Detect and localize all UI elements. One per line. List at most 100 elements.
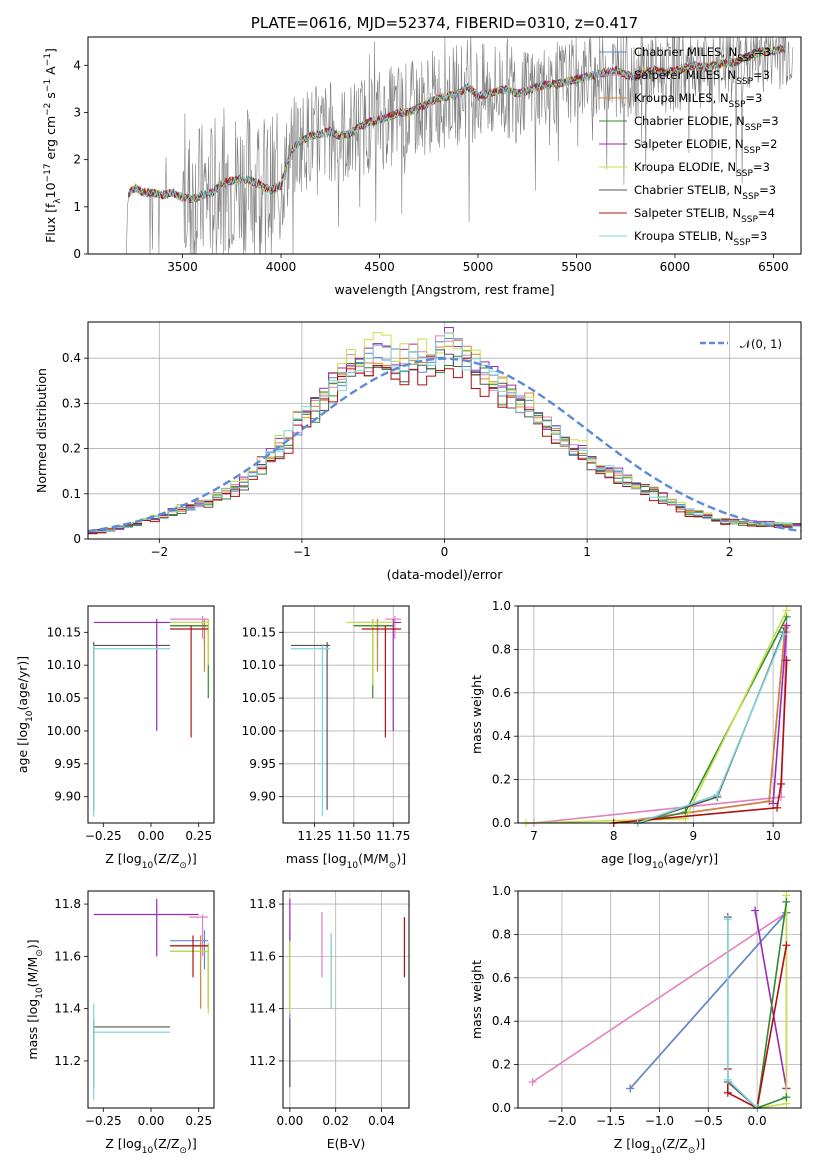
x-tick-label: 6500 — [758, 260, 789, 274]
x-axis-label-part: E(B-V) — [327, 1136, 366, 1151]
x-axis-label-part: (age/yr)] — [663, 851, 718, 866]
y-axis-label-part: −17 — [43, 163, 53, 182]
weight-line — [726, 917, 758, 1109]
y-tick-label: 0.4 — [492, 1014, 511, 1028]
x-axis-label: Z [log10(Z/Z⊙)] — [105, 1136, 196, 1156]
x-axis-label-part: age [log — [601, 851, 652, 866]
y-tick-label: 0.3 — [62, 396, 81, 410]
x-axis-label-part: 10 — [142, 1146, 154, 1156]
x-axis-label-part: )] — [396, 851, 406, 866]
y-tick-label: 10.15 — [242, 625, 276, 639]
x-axis-label-part: ⊙ — [179, 1146, 187, 1156]
weight-line — [637, 616, 788, 824]
y-tick-label: 1.0 — [492, 599, 511, 613]
x-tick-label: −2 — [150, 545, 168, 559]
x-tick-label: 6000 — [660, 260, 691, 274]
x-tick-label: 0.04 — [368, 1114, 395, 1128]
legend-label-part: Kroupa MILES, N — [634, 91, 729, 105]
legend-label: Chabrier ELODIE, NSSP=3 — [634, 114, 779, 133]
x-axis-label-part: (Z/Z — [153, 851, 179, 866]
x-tick-label: 0.0 — [748, 1114, 767, 1128]
legend-label: Kroupa MILES, NSSP=3 — [634, 91, 762, 110]
legend-label-part: SSP — [737, 54, 754, 64]
y-tick-label: 0.0 — [492, 816, 511, 830]
y-axis-label-part: mass [log — [25, 999, 40, 1060]
x-tick-label: 7 — [530, 829, 538, 843]
y-axis-label-part: 10 — [43, 182, 58, 198]
legend-label-part: SSP — [742, 192, 759, 202]
legend-label-part: SSP — [729, 100, 746, 110]
x-axis-label-part: (Z/Z — [153, 1136, 179, 1151]
legend-label-part: SSP — [745, 123, 762, 133]
weight-line — [525, 609, 788, 824]
x-tick-label: 0.00 — [138, 1114, 165, 1128]
x-tick-label: 11.50 — [337, 829, 371, 843]
y-tick-label: 0.0 — [492, 1101, 511, 1115]
y-axis-label-part: ⊙ — [35, 949, 45, 957]
x-tick-label: 10 — [765, 829, 780, 843]
mass-vs-extinction-panel: 0.00 0.02 0.04 11.2 11.4 11.6 11.8 E(B-V) — [249, 890, 410, 1151]
y-tick-label: 9.90 — [54, 790, 81, 804]
y-axis-label-part: Flux [f — [43, 203, 58, 243]
y-tick-label: 10.00 — [47, 724, 81, 738]
legend-label-part: =3 — [750, 229, 767, 243]
model-spectrum-line — [128, 44, 785, 202]
axes-frame — [87, 890, 215, 1109]
x-axis-label-part: 10 — [650, 1146, 662, 1156]
axes-frame — [87, 605, 215, 824]
x-tick-label: 0.00 — [138, 829, 165, 843]
x-axis-label-part: mass [log — [286, 851, 347, 866]
x-tick-label: 1 — [583, 545, 591, 559]
weight-line — [756, 901, 788, 1110]
weight-vs-metallicity-panel: −2.0 −1.5 −1.0 −0.5 0.0 0.0 0.2 0.4 0.6 0.8 1.0 Z [… — [469, 884, 802, 1156]
legend-label: Salpeter ELODIE, NSSP=2 — [634, 137, 777, 156]
legend-label: Chabrier STELIB, NSSP=3 — [634, 183, 776, 202]
x-axis-label-part: Z [log — [105, 1136, 141, 1151]
y-tick-label: 11.8 — [54, 897, 81, 911]
x-tick-label: 0.00 — [277, 1114, 304, 1128]
legend-label-part: SSP — [744, 146, 761, 156]
weight-line — [726, 919, 758, 1109]
x-tick-label: 4500 — [364, 260, 395, 274]
residual-histogram — [88, 332, 801, 533]
y-axis-label-part: 10 — [25, 710, 35, 722]
x-tick-label: 0.25 — [185, 829, 212, 843]
x-axis-label-part: )] — [187, 851, 197, 866]
age-vs-metallicity-panel: −0.25 0.00 0.25 9.90 9.95 10.00 10.05 10.10 10.1… — [15, 605, 215, 871]
legend-label-part: =3 — [745, 91, 762, 105]
age-vs-mass-panel: 11.25 11.50 11.75 9.90 9.95 10.00 10.05 10.10 10… — [242, 605, 410, 871]
y-axis-label: mass [log10(M/M⊙)] — [25, 939, 45, 1059]
y-tick-label: 9.90 — [249, 790, 276, 804]
y-axis-label-part: erg cm — [43, 116, 58, 164]
legend-label: Kroupa STELIB, NSSP=3 — [634, 229, 767, 248]
x-axis-label-part: 10 — [142, 861, 154, 871]
legend-label-part: Kroupa ELODIE, N — [634, 160, 736, 174]
x-tick-label: −0.25 — [85, 829, 122, 843]
legend-label: 𝒩(0, 1) — [740, 337, 782, 351]
y-tick-label: 2 — [73, 153, 81, 167]
weight-line — [613, 660, 788, 824]
x-axis-label-part: ⊙ — [688, 1146, 696, 1156]
x-tick-label: 5000 — [463, 260, 494, 274]
model-spectrum-line — [128, 43, 785, 203]
x-axis-label: wavelength [Angstrom, rest frame] — [334, 282, 554, 297]
y-axis-label-part: −1 — [43, 79, 53, 92]
y-tick-label: 1 — [73, 200, 81, 214]
x-axis-label-part: )] — [187, 1136, 197, 1151]
x-tick-label: −1.5 — [596, 1114, 625, 1128]
axes-frame — [282, 605, 410, 824]
y-tick-label: 11.6 — [249, 949, 276, 963]
x-axis-label: Z [log10(Z/Z⊙)] — [614, 1136, 705, 1156]
x-axis-label-part: 10 — [652, 861, 664, 871]
x-tick-label: 4000 — [266, 260, 297, 274]
y-axis-label-part: ] — [43, 48, 58, 53]
observed-spectrum-line — [126, 37, 794, 254]
residual-histogram — [88, 349, 801, 533]
residual-histogram — [88, 332, 801, 532]
y-axis-label-part: −1 — [43, 53, 53, 66]
axes-frame — [282, 890, 410, 1109]
x-tick-label: −2.0 — [547, 1114, 576, 1128]
legend-label-part: SSP — [736, 77, 753, 87]
y-tick-label: 10.05 — [47, 691, 81, 705]
